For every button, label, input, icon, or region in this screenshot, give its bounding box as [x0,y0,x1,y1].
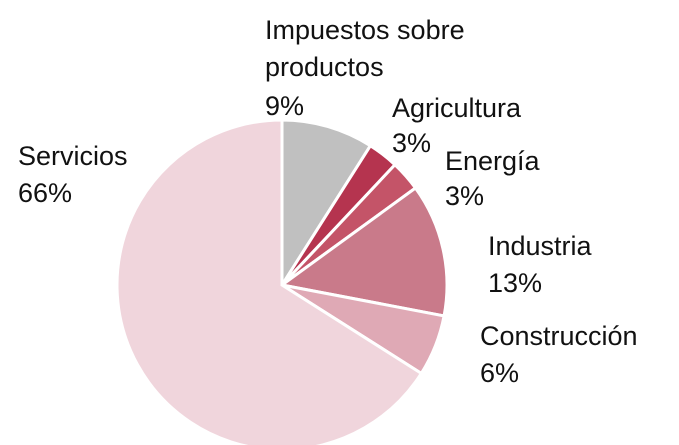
slice-label: Industria [488,231,592,261]
slice-label: Construcción [480,321,638,351]
slice-label: Servicios [18,141,128,171]
slice-label: Energía [445,146,540,176]
pie-slice [278,185,449,318]
slice-label: Impuestos sobre productos [265,15,465,82]
pie-slice [115,118,424,445]
value-label: 3% [392,128,432,158]
value-label: 13% [488,268,543,298]
slice-label: Agricultura [392,93,522,123]
value-label: 9% [265,91,305,121]
value-label: 3% [445,181,485,211]
value-label: 66% [18,178,73,208]
pie-slice [280,118,373,291]
value-label: 6% [480,358,520,388]
